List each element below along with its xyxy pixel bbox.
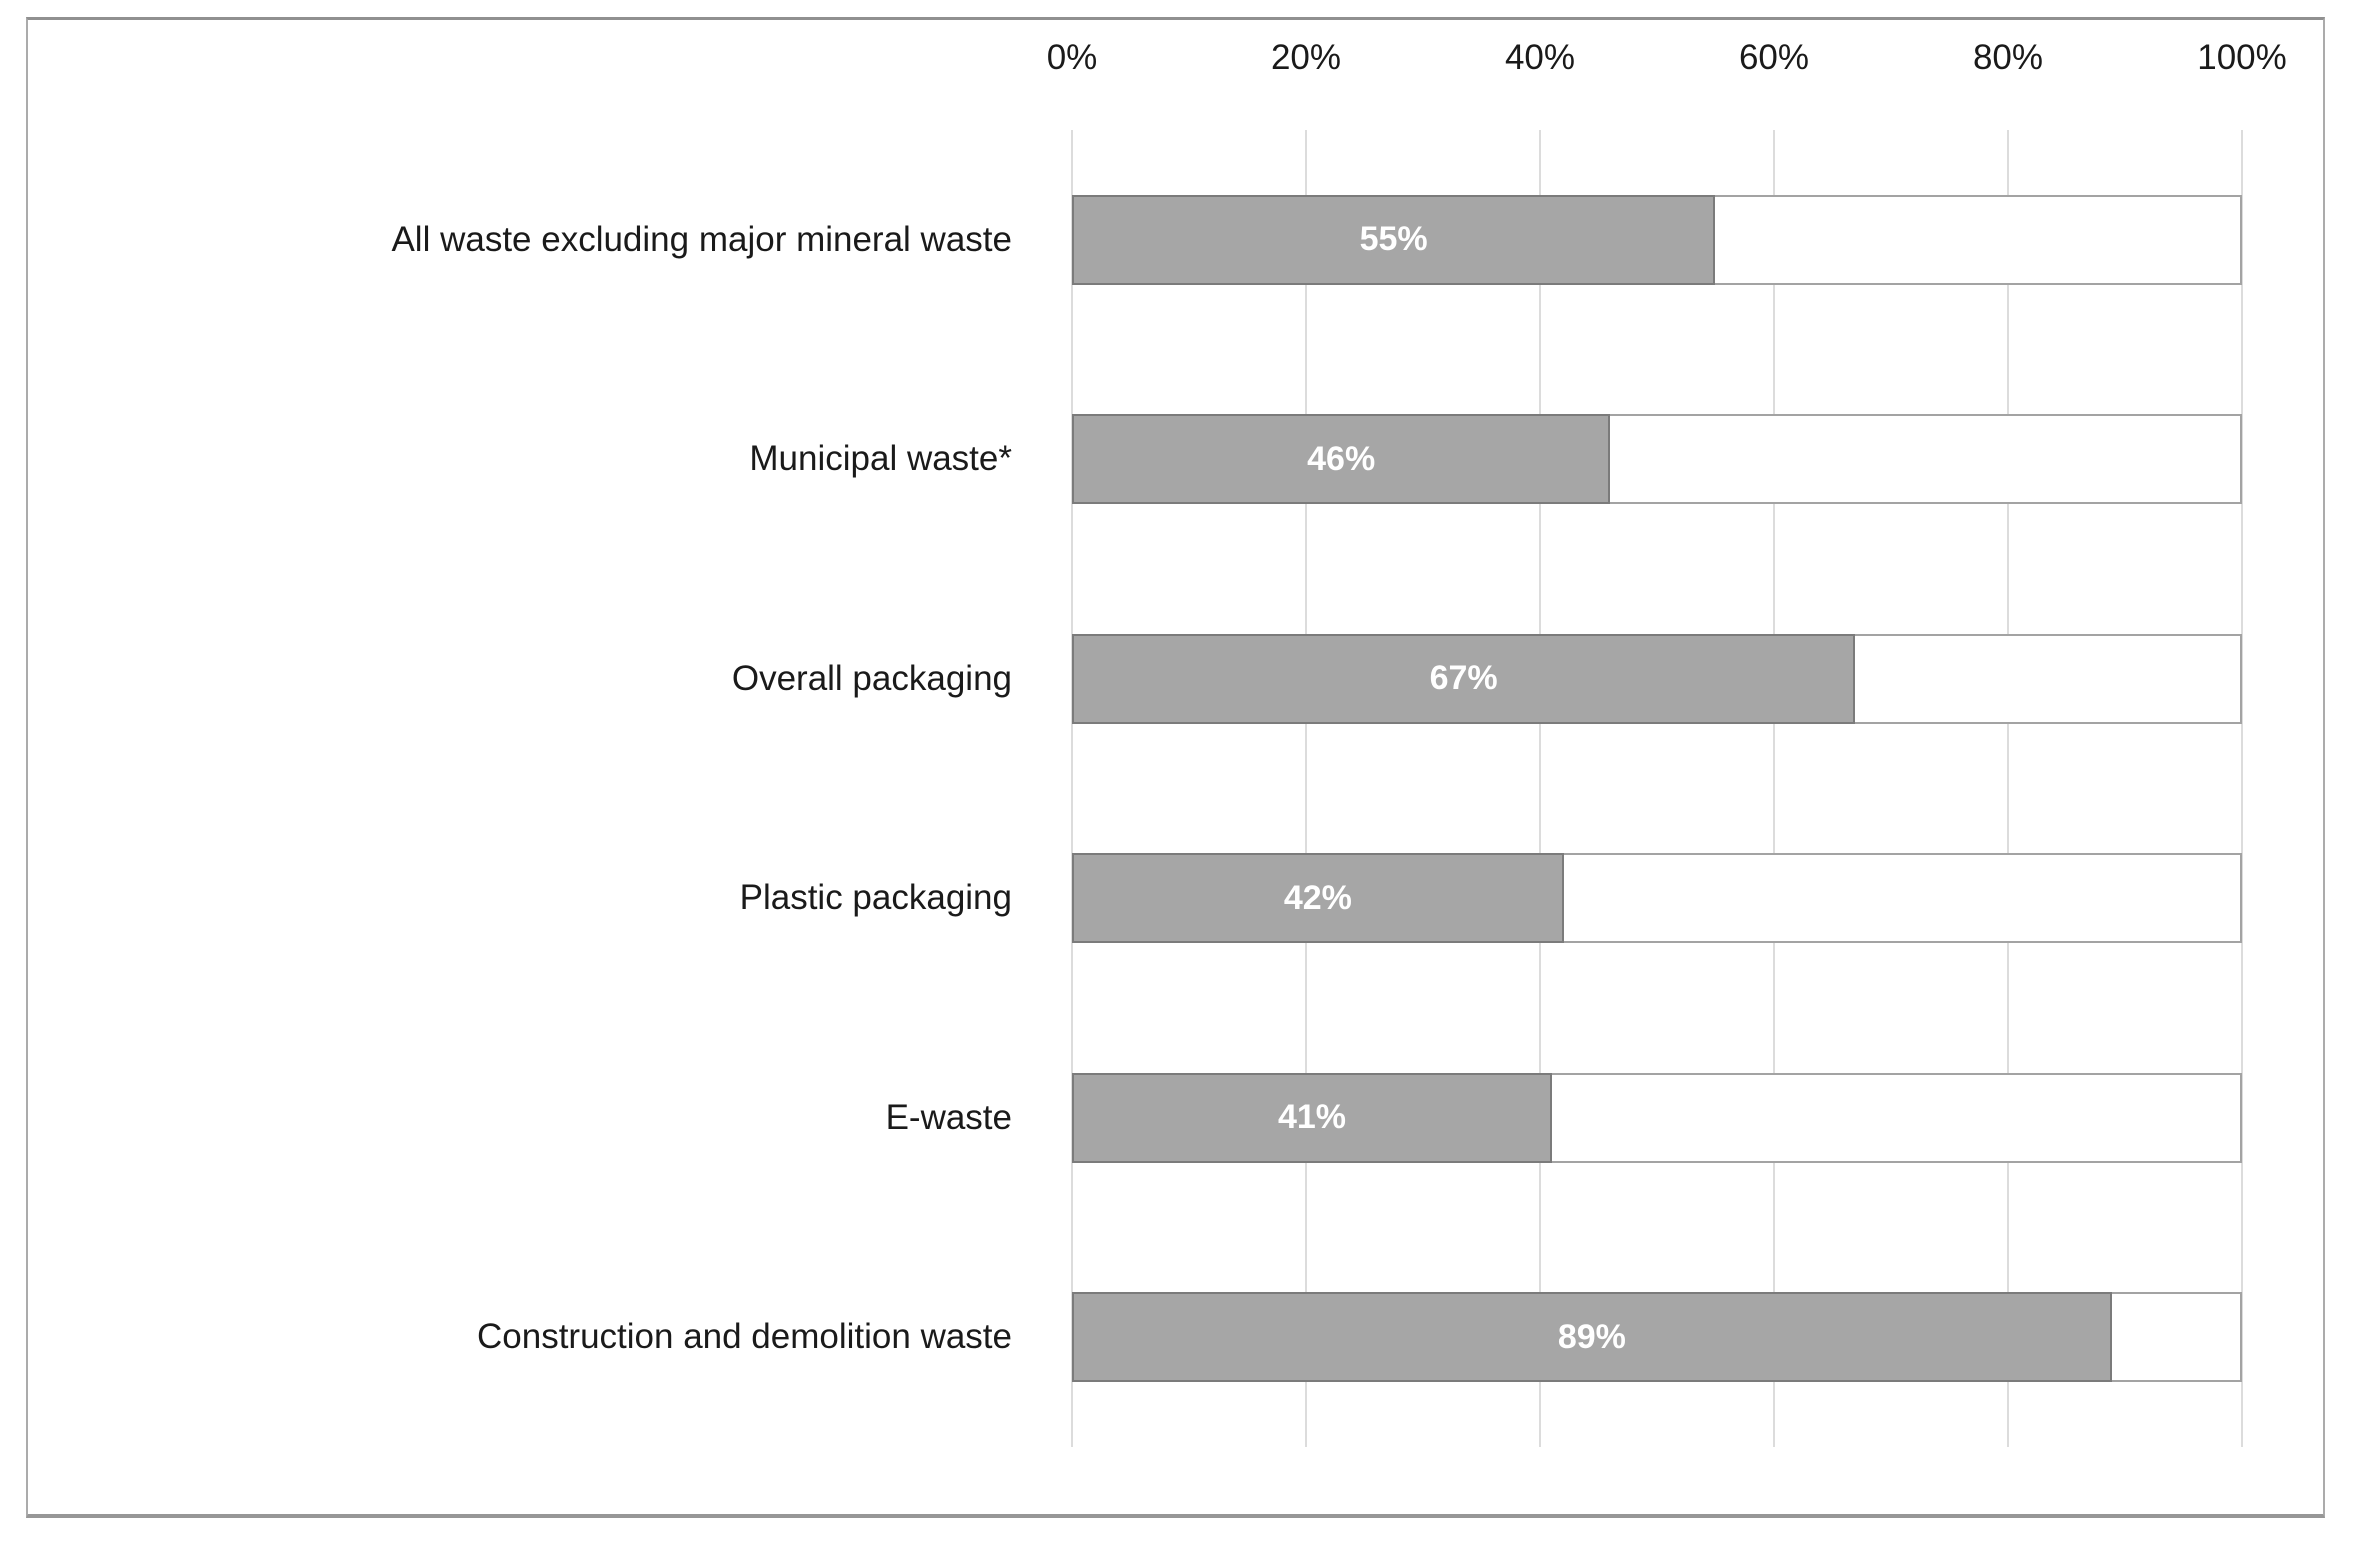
category-label: All waste excluding major mineral waste [391,219,1012,259]
category-label: Overall packaging [731,658,1012,698]
x-tick-label: 20% [1270,38,1342,77]
chart-frame: 0% 20% 40% 60% 80% 100% 55% 46% 67% 42% 41% 89% Al… [26,17,2325,1518]
x-tick-label: 80% [1972,38,2044,77]
bar-value-label: 42% [1283,878,1352,917]
category-label: Plastic packaging [739,878,1012,918]
bar-track: 46% [1072,414,2242,505]
bar-fill: 41% [1072,1072,1553,1163]
x-tick-label: 60% [1738,38,1810,77]
category-label: E-waste [885,1097,1012,1137]
bar-value-label: 55% [1359,220,1428,259]
gridline [1773,130,1775,1447]
bar-track: 67% [1072,633,2242,724]
gridline [1305,130,1307,1447]
bar-fill: 89% [1072,1292,2112,1383]
bar-fill: 46% [1072,414,1611,505]
bar-value-label: 89% [1557,1317,1626,1356]
gridline [2241,130,2243,1447]
category-label: Municipal waste* [749,439,1012,479]
bar-track: 41% [1072,1072,2242,1163]
gridline [1539,130,1541,1447]
bar-fill: 55% [1072,194,1716,285]
bar-row: 41% [1072,1008,2242,1228]
bar-fill: 42% [1072,853,1564,944]
plot-area: 55% 46% 67% 42% 41% 89% [1071,130,2243,1448]
bar-value-label: 67% [1429,659,1498,698]
bar-row: 55% [1072,130,2242,350]
x-tick-label: 40% [1504,38,1576,77]
bar-row: 67% [1072,569,2242,789]
gridline [2007,130,2009,1447]
category-label: Construction and demolition waste [476,1317,1012,1357]
x-tick-label: 0% [1046,38,1098,77]
x-axis: 0% 20% 40% 60% 80% 100% [1047,28,2287,88]
bar-fill: 67% [1072,633,1856,724]
bar-row: 42% [1072,789,2242,1009]
bar-value-label: 41% [1277,1098,1347,1137]
bar-value-label: 46% [1307,439,1376,478]
bar-track: 89% [1072,1292,2242,1383]
bar-row: 46% [1072,350,2242,570]
bar-track: 55% [1072,194,2242,285]
bar-track: 42% [1072,853,2242,944]
x-tick-label: 100% [2197,38,2287,77]
bar-row: 89% [1072,1228,2242,1448]
gridline [1071,130,1073,1447]
